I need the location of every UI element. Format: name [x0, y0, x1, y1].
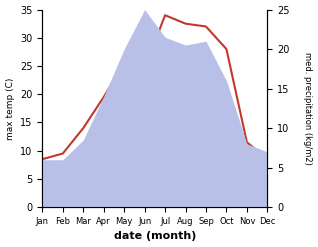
Y-axis label: max temp (C): max temp (C): [5, 77, 15, 140]
X-axis label: date (month): date (month): [114, 231, 196, 242]
Y-axis label: med. precipitation (kg/m2): med. precipitation (kg/m2): [303, 52, 313, 165]
